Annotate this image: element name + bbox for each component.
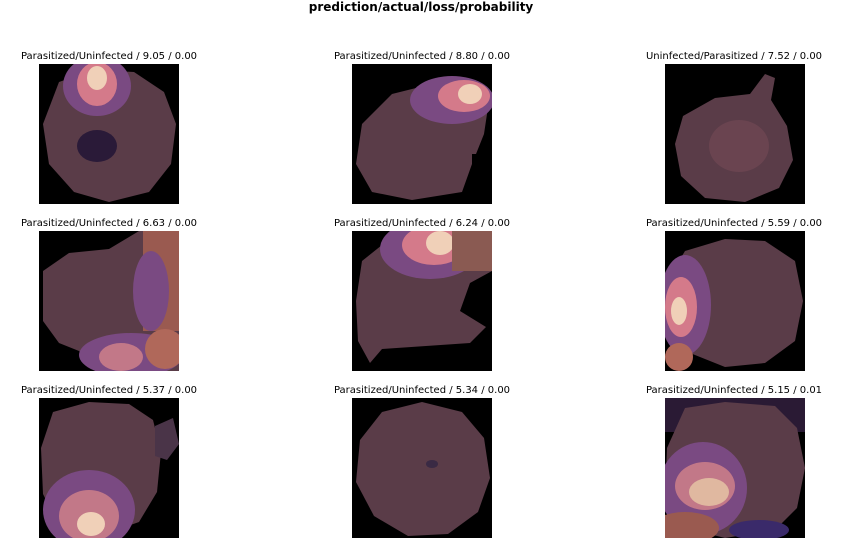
panel-title: Parasitized/Uninfected / 9.05 / 0.00: [0, 51, 239, 63]
panel-title: Parasitized/Uninfected / 5.34 / 0.00: [292, 385, 552, 397]
cell-heatmap-image: [352, 398, 492, 538]
cell-heatmap-image: [352, 64, 492, 204]
cell-heatmap-image: [39, 231, 179, 371]
panel-title: Uninfected/Parasitized / 7.52 / 0.00: [604, 51, 842, 63]
cell-heatmap-image: [352, 231, 492, 371]
panel-title: Parasitized/Uninfected / 6.63 / 0.00: [0, 218, 239, 230]
panel-title: Parasitized/Uninfected / 6.24 / 0.00: [292, 218, 552, 230]
panel-title: Parasitized/Uninfected / 5.59 / 0.00: [604, 218, 842, 230]
figure-title: prediction/actual/loss/probability: [0, 0, 842, 14]
panel-title: Parasitized/Uninfected / 5.37 / 0.00: [0, 385, 239, 397]
cell-heatmap-image: [665, 398, 805, 538]
cell-heatmap-image: [665, 231, 805, 371]
cell-heatmap-image: [39, 64, 179, 204]
panel-title: Parasitized/Uninfected / 5.15 / 0.01: [604, 385, 842, 397]
cell-heatmap-image: [39, 398, 179, 538]
panel-title: Parasitized/Uninfected / 8.80 / 0.00: [292, 51, 552, 63]
cell-heatmap-image: [665, 64, 805, 204]
